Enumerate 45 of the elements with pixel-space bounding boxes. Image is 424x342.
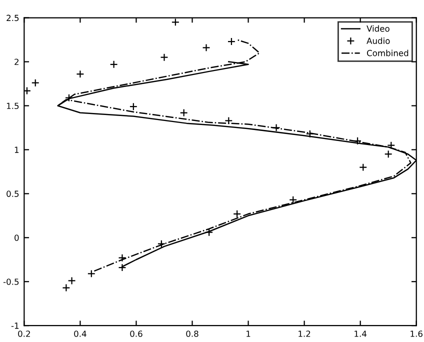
x-tick-label: 0.4 <box>74 330 86 337</box>
point <box>171 18 180 26</box>
x-tick-label: 0.6 <box>130 330 142 337</box>
point <box>64 94 74 102</box>
point <box>160 53 168 62</box>
point <box>205 228 214 236</box>
point <box>227 38 236 46</box>
point <box>62 284 70 292</box>
y-tick-label: -1 <box>11 322 19 329</box>
point <box>387 141 396 150</box>
point <box>110 60 118 68</box>
y-tick-label: 2 <box>14 58 18 65</box>
point <box>354 136 362 145</box>
x-tick-label: 0.2 <box>18 330 30 337</box>
point <box>224 116 233 125</box>
point <box>233 210 242 218</box>
point <box>384 150 392 158</box>
y-tick-label: 0.5 <box>6 190 19 197</box>
y-tick-label: 1.5 <box>6 102 19 110</box>
point <box>272 124 280 132</box>
x-tick-label: 1.4 <box>354 330 366 337</box>
legend-label: Combined <box>366 50 408 56</box>
y-tick-label: 1 <box>14 146 19 153</box>
point <box>180 108 188 117</box>
y-tick-label: 0 <box>14 234 19 241</box>
x-tick-label: 1 <box>246 330 250 337</box>
point <box>306 130 314 138</box>
y-tick-label: 2.5 <box>6 14 19 22</box>
point <box>157 240 166 248</box>
x-tick-label: 0.8 <box>186 330 198 337</box>
point <box>359 163 368 172</box>
x-tick-label: 1.6 <box>410 330 422 337</box>
point <box>129 102 138 111</box>
point <box>31 78 40 87</box>
x-tick-label: 1.2 <box>298 330 310 337</box>
legend-label: Video <box>366 25 390 32</box>
y-tick-label: -0.5 <box>3 278 19 285</box>
point <box>118 254 126 262</box>
point <box>289 196 298 204</box>
point <box>24 86 31 95</box>
point <box>76 70 84 78</box>
point <box>87 270 96 278</box>
point <box>68 276 76 285</box>
legend-label: Audio <box>366 38 390 44</box>
point <box>202 44 210 52</box>
